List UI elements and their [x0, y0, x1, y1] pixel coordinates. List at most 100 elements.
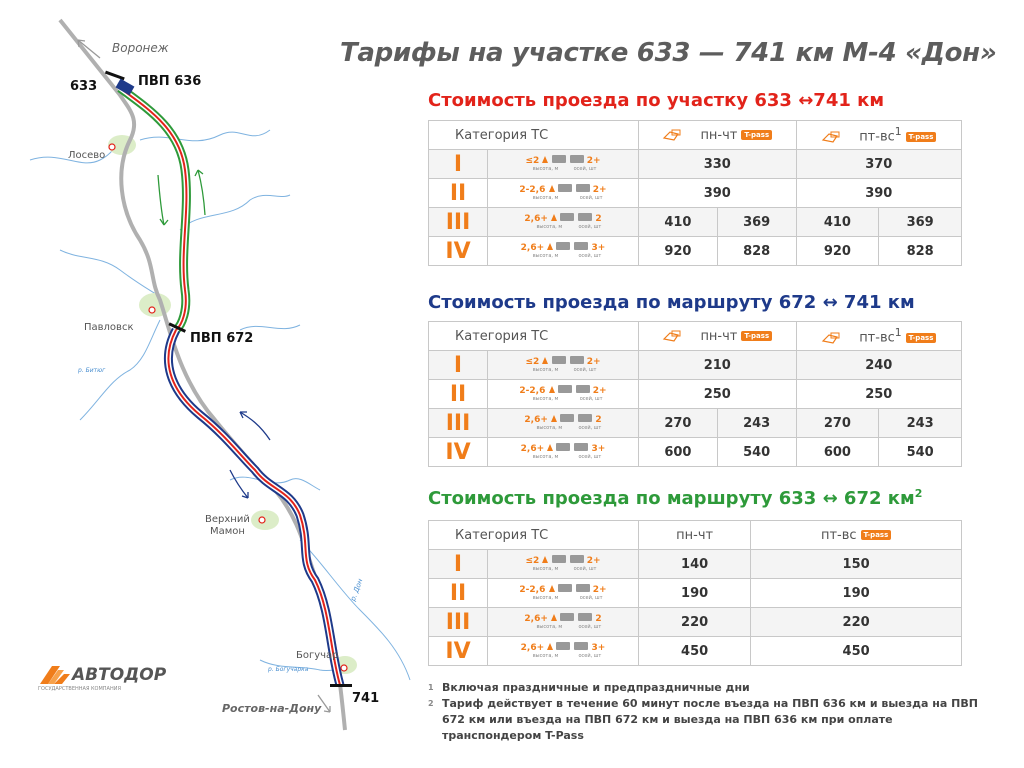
price-cell: 250 [795, 379, 963, 409]
category-header: Категория ТС [428, 321, 639, 351]
price-cell: 220 [637, 607, 752, 637]
boguchar-dot [340, 664, 348, 672]
old-road [58, 18, 347, 731]
table-row: IV 2,6+ высота, м 3+ осей, шт 450 450 [428, 636, 962, 666]
tariff-table-2: Категория ТС пн-чт T-pass пт-вс1 T-pass I … [428, 321, 963, 467]
section-1-title: Стоимость проезда по участку 633 ↔741 км [428, 90, 885, 111]
price-cell: 240 [795, 350, 963, 380]
mon-thu-header: пн-чт [637, 520, 752, 550]
price-cell: 450 [637, 636, 752, 666]
price-cell: 270 [638, 408, 718, 438]
tpass-badge: T-pass [860, 530, 892, 540]
table-row: I ≤2 высота, м 2+ осей, шт 140 150 [428, 549, 962, 579]
price-cell-tpass: 828 [878, 236, 962, 266]
fri-sun-header: пт-вс1 T-pass [795, 321, 963, 351]
km-741-label: 741 [352, 691, 379, 706]
km-633-marker [104, 70, 125, 81]
pvp-636-marker [115, 78, 135, 96]
price-cell-tpass: 540 [716, 437, 797, 467]
price-cell: 190 [750, 578, 962, 608]
avtodor-logo: АВТОДОР [38, 664, 166, 686]
price-cell-tpass: 369 [878, 207, 962, 237]
fri-sun-header: пт-вс1 T-pass [795, 120, 963, 150]
cash-icon [821, 130, 841, 144]
route-segment-672-741 [164, 327, 345, 687]
price-cell: 390 [795, 178, 963, 208]
price-cell: 600 [795, 437, 880, 467]
table-row: III 2,6+ высота, м 2 осей, шт 270 243 270… [428, 408, 962, 438]
category-header: Категория ТС [428, 520, 639, 550]
tpass-badge: T-pass [741, 331, 773, 341]
tariff-table-3: Категория ТС пн-чт пт-вс T-pass I ≤2 высо… [428, 520, 962, 666]
vmamon-label-2: Мамон [210, 526, 245, 537]
bityug-label: р. Битюг [77, 367, 106, 374]
price-cell: 140 [637, 549, 752, 579]
price-cell-tpass: 369 [716, 207, 797, 237]
cash-icon [662, 128, 682, 142]
price-cell-tpass: 828 [716, 236, 797, 266]
direction-arrows [77, 39, 331, 713]
footnote-1: 1 Включая праздничные и предпраздничные д… [428, 681, 750, 694]
vmamon-label-1: Верхний [205, 514, 250, 525]
footnote-2: 2 Тариф действует в течение 60 минут посл… [428, 697, 978, 742]
price-cell-tpass: 243 [878, 408, 962, 438]
table-row: II 2-2,6 высота, м 2+ осей, шт 190 190 [428, 578, 962, 608]
km-633-label: 633 [70, 79, 97, 94]
price-cell: 370 [795, 149, 963, 179]
cash-icon [662, 329, 682, 343]
bogucharka-label: р. Богучарка [267, 666, 309, 673]
mon-thu-header: пн-чт T-pass [638, 120, 797, 150]
rivers [29, 129, 411, 681]
price-cell: 250 [638, 379, 797, 409]
table-row: IV 2,6+ высота, м 3+ осей, шт 600 540 600… [428, 437, 962, 467]
losevo-dot [108, 143, 116, 151]
route-map: Воронеж 633 ПВП 636 Лосево Павловск ПВП … [29, 18, 411, 731]
km-741-marker [330, 684, 352, 687]
avtodor-logo-icon [40, 666, 70, 684]
price-cell-tpass: 540 [878, 437, 962, 467]
cash-icon [821, 331, 841, 345]
price-cell: 390 [638, 178, 797, 208]
tpass-badge: T-pass [905, 132, 937, 143]
price-cell: 190 [637, 578, 752, 608]
fri-sun-header: пт-вс T-pass [750, 520, 962, 550]
price-cell-tpass: 243 [716, 408, 797, 438]
page-title: Тарифы на участке 633 — 741 км М-4 «Дон» [340, 38, 997, 68]
mon-thu-header: пн-чт T-pass [638, 321, 797, 351]
rostov-label: Ростов-на-Дону [222, 702, 322, 715]
pavlovsk-dot [148, 306, 156, 314]
category-header: Категория ТС [428, 120, 639, 150]
price-cell: 210 [638, 350, 797, 380]
avtodor-logo-text: АВТОДОР [72, 665, 167, 685]
tariff-table-1: Категория ТС пн-чт T-pass пт-вс1 T-pass I … [428, 120, 963, 266]
footnotes: 1 Включая праздничные и предпраздничные д… [428, 680, 988, 744]
table-row: III 2,6+ высота, м 2 осей, шт 220 220 [428, 607, 962, 637]
price-cell: 330 [638, 149, 797, 179]
pavlovsk-label: Павловск [84, 322, 133, 333]
price-cell: 450 [750, 636, 962, 666]
table-row: I ≤2 высота, м 2+ осей, шт 210 240 [428, 350, 963, 380]
price-cell: 270 [795, 408, 880, 438]
price-cell: 920 [638, 236, 718, 266]
section-2-title: Стоимость проезда по маршруту 672 ↔ 741 … [428, 292, 915, 313]
table-row: IV 2,6+ высота, м 3+ осей, шт 920 828 920… [428, 236, 962, 266]
pvp-636-label: ПВП 636 [138, 74, 201, 89]
voronezh-label: Воронеж [112, 41, 169, 55]
price-cell: 150 [750, 549, 962, 579]
losevo-label: Лосево [68, 150, 105, 161]
tpass-badge: T-pass [741, 130, 773, 140]
vmamon-dot [258, 516, 266, 524]
section-3-title: Стоимость проезда по маршруту 633 ↔ 672 … [428, 487, 923, 509]
table-row: II 2-2,6 высота, м 2+ осей, шт 390 390 [428, 178, 963, 208]
pvp-672-marker [168, 322, 187, 333]
price-cell: 920 [795, 236, 880, 266]
avtodor-logo-subtitle: ГОСУДАРСТВЕННАЯ КОМПАНИЯ [38, 686, 121, 692]
price-cell: 410 [638, 207, 718, 237]
table-row: III 2,6+ высота, м 2 осей, шт 410 369 410… [428, 207, 962, 237]
price-cell: 220 [750, 607, 962, 637]
table-row: II 2-2,6 высота, м 2+ осей, шт 250 250 [428, 379, 963, 409]
price-cell: 600 [638, 437, 718, 467]
price-cell: 410 [795, 207, 880, 237]
pvp-672-label: ПВП 672 [190, 331, 253, 346]
don-label: р. Дон [349, 577, 365, 603]
